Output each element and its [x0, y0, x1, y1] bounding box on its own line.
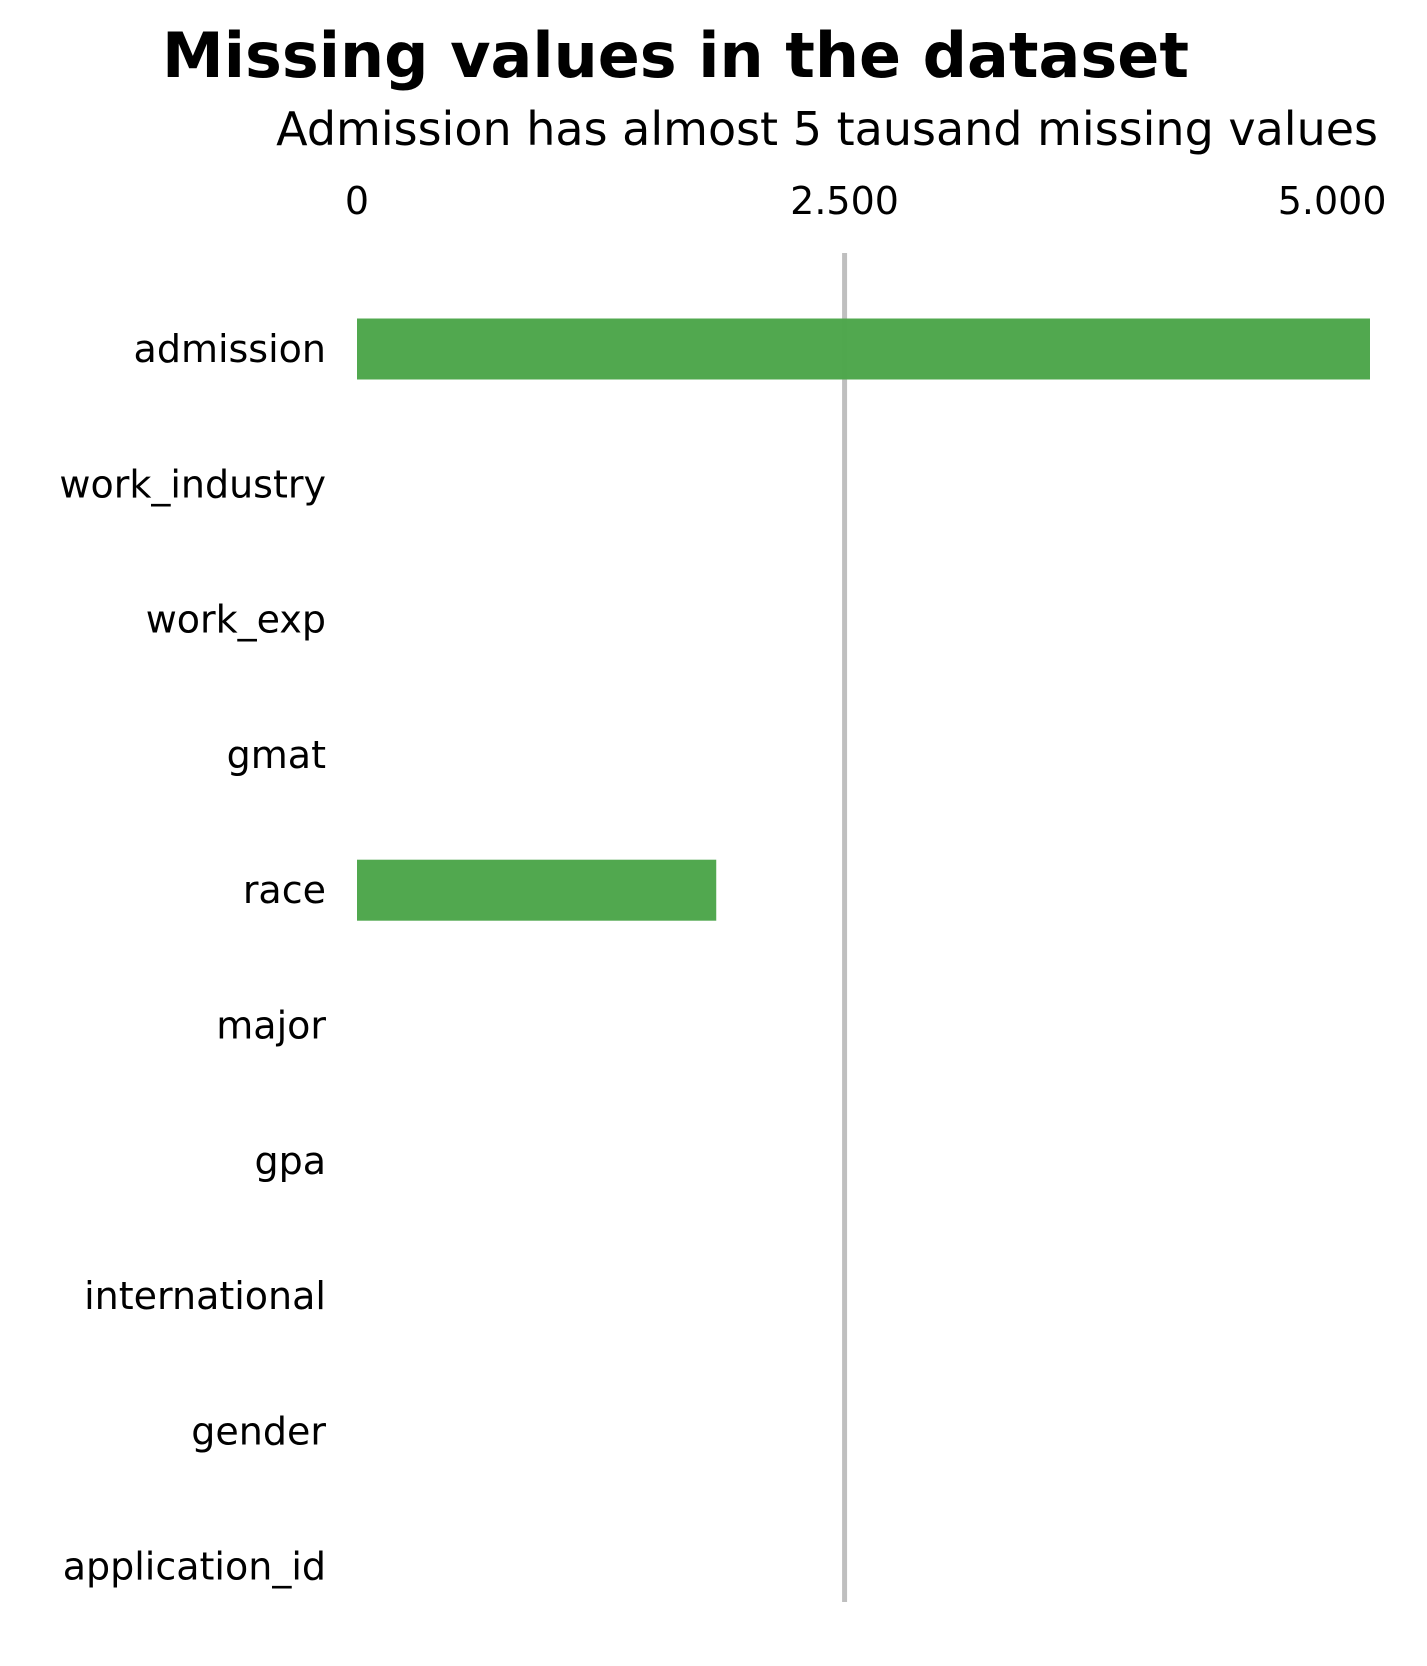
category-label-race: race — [243, 868, 326, 912]
category-label-gpa: gpa — [254, 1139, 326, 1183]
category-label-work-industry: work_industry — [59, 462, 326, 506]
category-label-major: major — [216, 1004, 326, 1048]
bar-admission — [357, 318, 1370, 380]
x-tick-label: 2.500 — [790, 179, 899, 223]
category-label-gender: gender — [191, 1409, 326, 1453]
category-label-application-id: application_id — [63, 1545, 326, 1589]
category-label-international: international — [84, 1274, 326, 1318]
category-label-admission: admission — [134, 327, 326, 371]
category-label-work-exp: work_exp — [146, 598, 326, 642]
bar-race — [357, 859, 717, 921]
bar-layer — [357, 318, 1370, 921]
chart-title: Missing values in the dataset — [162, 19, 1189, 92]
x-axis-ticks: 0 2.500 5.000 — [345, 179, 1387, 223]
x-tick-label: 0 — [345, 179, 369, 223]
x-tick-label: 5.000 — [1278, 179, 1387, 223]
category-label-gmat: gmat — [227, 733, 326, 777]
chart-subtitle: Admission has almost 5 tausand missing v… — [276, 102, 1378, 156]
